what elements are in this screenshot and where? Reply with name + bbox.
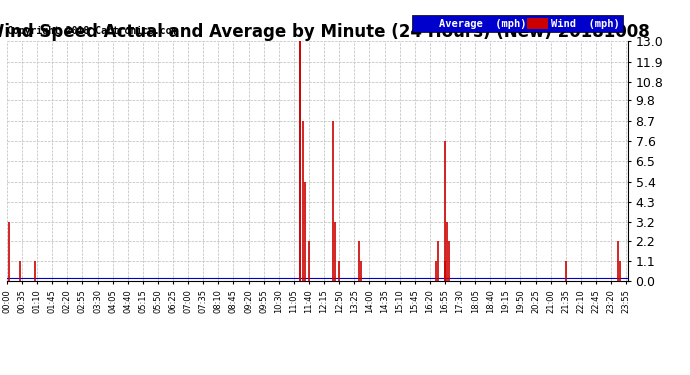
Text: Copyright 2018 Cartronics.com: Copyright 2018 Cartronics.com <box>7 26 177 36</box>
Legend: Average  (mph), Wind  (mph): Average (mph), Wind (mph) <box>412 15 622 32</box>
Title: Wind Speed Actual and Average by Minute (24 Hours) (New) 20181008: Wind Speed Actual and Average by Minute … <box>0 23 649 41</box>
